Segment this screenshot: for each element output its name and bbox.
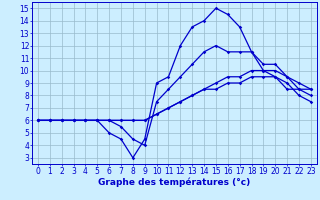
X-axis label: Graphe des températures (°c): Graphe des températures (°c) [98, 177, 251, 187]
